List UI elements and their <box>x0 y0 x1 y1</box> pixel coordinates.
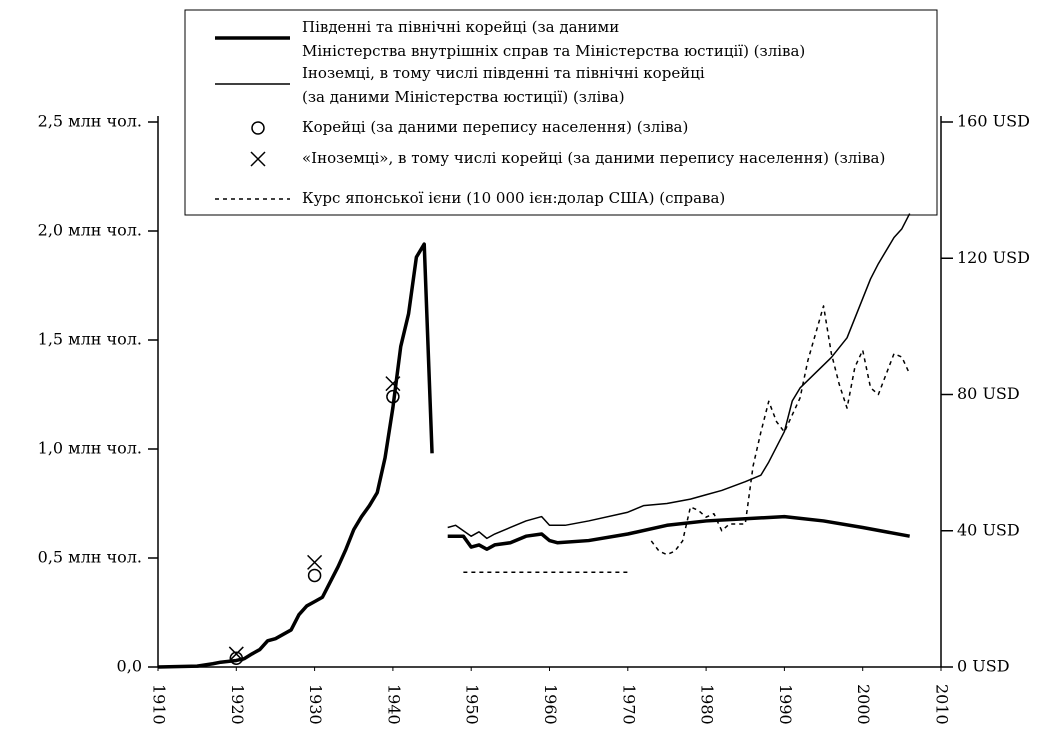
x-tick-label: 1950 <box>463 684 482 725</box>
census-circle <box>386 389 400 404</box>
y-tick-label: 1,0 млн чол. <box>38 439 142 458</box>
legend-swatch <box>251 121 265 135</box>
census-circle <box>307 568 322 583</box>
series-line <box>463 305 911 574</box>
x-tick-label: 1920 <box>228 684 247 725</box>
x-tick-label: 1980 <box>698 684 717 725</box>
x-tick-label: 1910 <box>150 684 169 725</box>
legend-label: Корейці (за даними перепису населення) (… <box>302 118 688 136</box>
census-circle <box>229 651 244 666</box>
legend-label: Міністерства внутрішніх справ та Міністе… <box>302 42 805 60</box>
y2-tick-label: 120 USD <box>957 248 1030 267</box>
legend-label: Іноземці, в тому числі південні та півні… <box>302 64 705 82</box>
y-tick-label: 0,5 млн чол. <box>38 548 142 567</box>
census-cross <box>385 376 401 392</box>
y2-tick-label: 0 USD <box>957 657 1010 676</box>
x-tick-label: 1970 <box>619 684 638 725</box>
census-cross <box>228 646 244 662</box>
y-tick-label: 2,0 млн чол. <box>38 221 142 240</box>
x-tick-label: 1940 <box>384 684 403 725</box>
x-tick-label: 1990 <box>776 684 795 725</box>
x-tick-label: 1930 <box>306 684 325 725</box>
y-tick-label: 0,0 <box>117 657 142 676</box>
x-tick-label: 1960 <box>541 684 560 725</box>
legend-swatch <box>250 151 266 167</box>
legend: Південні та північні корейці (за даними М… <box>215 18 885 207</box>
census-cross <box>307 554 323 570</box>
legend-label: «Іноземці», в тому числі корейці (за дан… <box>302 149 885 167</box>
legend-label: Курс японської ієни (10 000 ієн:долар СШ… <box>302 189 725 207</box>
x-tick-label: 2000 <box>854 684 873 725</box>
y2-tick-label: 40 USD <box>957 520 1020 539</box>
y-tick-label: 1,5 млн чол. <box>38 330 142 349</box>
y2-tick-label: 160 USD <box>957 112 1030 131</box>
legend-box <box>184 9 938 216</box>
legend-label: (за даними Міністерства юстиції) (зліва) <box>302 88 625 106</box>
series-line <box>157 242 910 669</box>
y2-tick-label: 80 USD <box>957 384 1020 403</box>
series-line <box>447 213 911 540</box>
y-tick-label: 2,5 млн чол. <box>38 112 142 131</box>
legend-label: Південні та північні корейці (за даними <box>302 18 619 36</box>
x-tick-label: 2010 <box>933 684 952 725</box>
